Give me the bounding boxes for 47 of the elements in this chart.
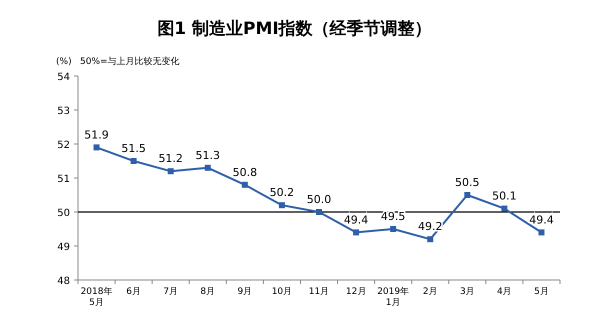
data-label: 50.5 [455,176,480,189]
data-label: 49.4 [529,213,554,226]
point [427,236,434,242]
y-tick-label: 54 [57,72,70,83]
x-tick-label: 4月 [497,287,512,297]
chart-title: 图1 制造业PMI指数（经季节调整） [157,19,432,39]
x-tick-label: 12月 [346,287,366,297]
y-tick-label: 48 [57,276,70,287]
y-tick-label: 52 [57,140,70,151]
data-label: 49.4 [344,213,368,226]
point [538,229,544,236]
point [94,144,100,150]
point [353,229,360,236]
data-label: 50.1 [492,190,517,203]
point [130,158,137,164]
y-axis-title: (%) [56,57,72,67]
x-tick-label: 11月 [308,287,330,297]
x-tick-label: 2019年 1月 [377,286,410,308]
data-label: 51.2 [158,152,183,166]
data-label: 51.5 [121,142,146,155]
point [204,164,211,171]
y-tick-label: 49 [57,242,70,253]
point [242,182,248,188]
y-tick-label: 51 [57,174,70,185]
text: 50%=与上月比较无变化 [80,56,180,67]
point [464,192,470,198]
x-tick-label: 6月 [126,287,141,297]
x-tick-label: 2月 [422,287,438,297]
x-tick-label: 7月 [163,287,178,297]
x-tick-label: 8月 [200,287,216,297]
y-tick-label: 53 [57,106,70,117]
data-label: 50.8 [232,166,258,179]
point [501,206,508,212]
point [316,209,322,215]
x-tick-label: 10月 [272,287,292,297]
x-tick-label: 3月 [460,287,475,297]
point [278,202,285,208]
data-label: 50.2 [270,186,294,200]
data-label: 51.3 [196,148,220,162]
data-label: 50.0 [306,193,332,206]
point [390,226,396,232]
x-tick-label: 9月 [237,287,252,297]
data-label: 51.9 [84,128,109,142]
y-tick-label: 50 [57,208,70,219]
point [168,168,174,174]
x-tick-label: 5月 [534,287,549,297]
x-tick-label: 2018年 5月 [80,286,112,308]
